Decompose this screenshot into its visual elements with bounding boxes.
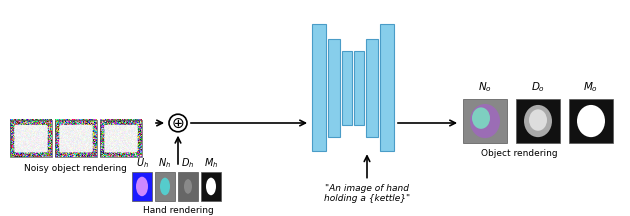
- Bar: [516, 98, 560, 143]
- Text: Hand rendering: Hand rendering: [142, 206, 214, 215]
- Ellipse shape: [136, 177, 148, 196]
- Text: $M_o$: $M_o$: [583, 80, 598, 94]
- Bar: [354, 51, 364, 125]
- Text: $D_h$: $D_h$: [181, 156, 195, 170]
- Bar: [10, 120, 52, 157]
- Bar: [132, 172, 152, 201]
- Ellipse shape: [184, 179, 192, 194]
- Ellipse shape: [470, 104, 500, 138]
- Bar: [312, 24, 326, 151]
- Bar: [201, 172, 221, 201]
- Bar: [463, 98, 507, 143]
- Bar: [178, 172, 198, 201]
- Text: $U_h$: $U_h$: [135, 156, 149, 170]
- Bar: [328, 39, 340, 137]
- Ellipse shape: [524, 105, 552, 137]
- Bar: [569, 98, 613, 143]
- FancyBboxPatch shape: [14, 125, 48, 152]
- Bar: [100, 120, 142, 157]
- Ellipse shape: [206, 178, 216, 195]
- FancyBboxPatch shape: [105, 125, 138, 152]
- Ellipse shape: [160, 178, 170, 195]
- Bar: [155, 172, 175, 201]
- Ellipse shape: [472, 107, 490, 129]
- Text: $N_o$: $N_o$: [478, 80, 492, 94]
- Text: "An image of hand
holding a {kettle}": "An image of hand holding a {kettle}": [324, 184, 410, 203]
- Ellipse shape: [529, 109, 547, 131]
- Bar: [55, 120, 97, 157]
- Bar: [342, 51, 352, 125]
- FancyBboxPatch shape: [59, 125, 93, 152]
- Bar: [380, 24, 394, 151]
- Ellipse shape: [577, 105, 605, 137]
- Text: Noisy object rendering: Noisy object rendering: [23, 164, 127, 173]
- Text: $M_h$: $M_h$: [204, 156, 218, 170]
- Text: Object rendering: Object rendering: [481, 149, 558, 158]
- Text: $\oplus$: $\oplus$: [171, 116, 185, 130]
- Text: $N_h$: $N_h$: [158, 156, 171, 170]
- Bar: [366, 39, 378, 137]
- Text: $D_o$: $D_o$: [531, 80, 545, 94]
- Circle shape: [169, 114, 187, 132]
